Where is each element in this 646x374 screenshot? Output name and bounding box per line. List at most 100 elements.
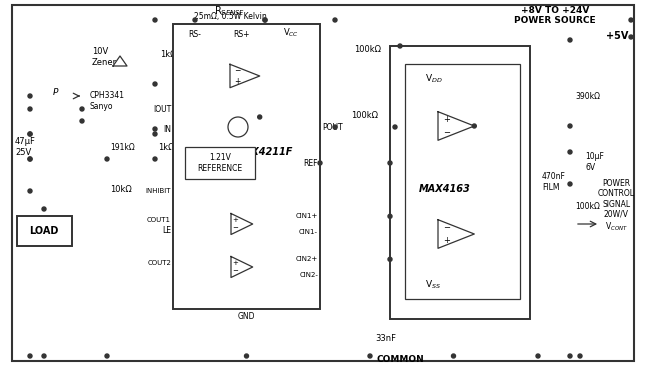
- Circle shape: [388, 257, 392, 261]
- Text: INHIBIT: INHIBIT: [145, 188, 171, 194]
- Circle shape: [536, 354, 540, 358]
- Text: MAX4163: MAX4163: [419, 184, 471, 194]
- Circle shape: [28, 94, 32, 98]
- Bar: [390, 46, 530, 319]
- Circle shape: [333, 18, 337, 22]
- Circle shape: [28, 189, 32, 193]
- Text: +8V TO +24V
POWER SOURCE: +8V TO +24V POWER SOURCE: [514, 6, 596, 25]
- Text: POWER
CONTROL
SIGNAL
20W/V
V$_{CONT}$: POWER CONTROL SIGNAL 20W/V V$_{CONT}$: [598, 179, 635, 233]
- Text: CIN1+: CIN1+: [296, 213, 318, 219]
- Circle shape: [263, 18, 267, 22]
- Text: COUT1: COUT1: [147, 217, 171, 223]
- Text: RS-: RS-: [189, 30, 202, 39]
- Circle shape: [80, 107, 84, 111]
- Text: 10kΩ: 10kΩ: [110, 184, 132, 193]
- Text: +: +: [232, 260, 238, 266]
- Circle shape: [568, 124, 572, 128]
- Text: 33nF: 33nF: [375, 334, 396, 343]
- Text: 470nF
FILM: 470nF FILM: [542, 172, 566, 192]
- Circle shape: [333, 125, 337, 129]
- Text: 390kΩ: 390kΩ: [575, 92, 600, 101]
- Text: POUT: POUT: [322, 123, 342, 132]
- Text: MAX4211F: MAX4211F: [235, 147, 293, 157]
- Polygon shape: [438, 220, 474, 248]
- Text: IOUT: IOUT: [152, 104, 171, 113]
- Text: 47μF
25V: 47μF 25V: [15, 137, 36, 157]
- Circle shape: [28, 132, 32, 136]
- Text: 10V
Zener: 10V Zener: [92, 47, 117, 67]
- Text: +: +: [443, 236, 450, 245]
- Text: CIN2-: CIN2-: [299, 272, 318, 278]
- Text: 25mΩ, 0.5W Kelvin: 25mΩ, 0.5W Kelvin: [194, 12, 266, 21]
- Text: −: −: [443, 223, 450, 232]
- Text: LOAD: LOAD: [29, 226, 59, 236]
- Circle shape: [28, 157, 32, 161]
- Polygon shape: [438, 112, 474, 140]
- Circle shape: [393, 125, 397, 129]
- Text: LE: LE: [162, 226, 171, 234]
- Circle shape: [568, 38, 572, 42]
- Polygon shape: [113, 56, 127, 66]
- Bar: [173, 24, 320, 309]
- Circle shape: [28, 107, 32, 111]
- Polygon shape: [231, 257, 253, 278]
- Bar: [17, 216, 72, 246]
- Text: CIN2+: CIN2+: [296, 256, 318, 262]
- Text: R$_{SENSE}$: R$_{SENSE}$: [214, 4, 245, 18]
- Circle shape: [244, 354, 249, 358]
- Circle shape: [318, 161, 322, 165]
- Circle shape: [388, 161, 392, 165]
- Text: 1kΩ: 1kΩ: [158, 142, 174, 151]
- Text: 100kΩ: 100kΩ: [351, 111, 379, 120]
- Circle shape: [28, 354, 32, 358]
- Text: 10μF
6V: 10μF 6V: [585, 152, 604, 172]
- Bar: [405, 64, 520, 299]
- Polygon shape: [230, 64, 260, 88]
- Circle shape: [153, 82, 157, 86]
- Text: +: +: [232, 217, 238, 223]
- Text: GND: GND: [238, 312, 255, 321]
- Text: CPH3341
Sanyo: CPH3341 Sanyo: [90, 91, 125, 111]
- Circle shape: [193, 18, 197, 22]
- Text: +5V: +5V: [606, 31, 628, 41]
- Circle shape: [80, 119, 84, 123]
- Text: COUT2: COUT2: [147, 260, 171, 266]
- Circle shape: [42, 207, 46, 211]
- Circle shape: [263, 18, 267, 22]
- Text: 1.21V
REFERENCE: 1.21V REFERENCE: [198, 153, 242, 173]
- Polygon shape: [231, 214, 253, 234]
- Text: V$_{SS}$: V$_{SS}$: [425, 279, 441, 291]
- Circle shape: [398, 44, 402, 48]
- Text: −: −: [234, 67, 240, 76]
- Text: V$_{DD}$: V$_{DD}$: [425, 72, 443, 85]
- Circle shape: [153, 127, 157, 131]
- Circle shape: [258, 115, 262, 119]
- Circle shape: [153, 18, 157, 22]
- Text: V$_{CC}$: V$_{CC}$: [283, 27, 299, 39]
- Text: 1kΩ: 1kΩ: [160, 49, 176, 58]
- Circle shape: [368, 354, 372, 358]
- Text: RS+: RS+: [233, 30, 249, 39]
- Circle shape: [629, 18, 633, 22]
- Text: IN: IN: [163, 125, 171, 134]
- Text: −: −: [232, 269, 238, 275]
- Text: −: −: [443, 128, 450, 137]
- Text: 191kΩ: 191kΩ: [110, 142, 135, 151]
- Text: −: −: [232, 226, 238, 232]
- Circle shape: [452, 354, 455, 358]
- Circle shape: [388, 214, 392, 218]
- Circle shape: [28, 132, 32, 136]
- Bar: [185, 147, 255, 179]
- Circle shape: [568, 182, 572, 186]
- Text: +: +: [443, 115, 450, 124]
- Circle shape: [228, 117, 248, 137]
- Circle shape: [568, 354, 572, 358]
- Circle shape: [578, 354, 582, 358]
- Circle shape: [153, 157, 157, 161]
- Text: 100kΩ: 100kΩ: [354, 45, 381, 54]
- Circle shape: [42, 354, 46, 358]
- Circle shape: [105, 354, 109, 358]
- Circle shape: [153, 132, 157, 136]
- Text: REF: REF: [304, 159, 318, 168]
- Circle shape: [472, 124, 476, 128]
